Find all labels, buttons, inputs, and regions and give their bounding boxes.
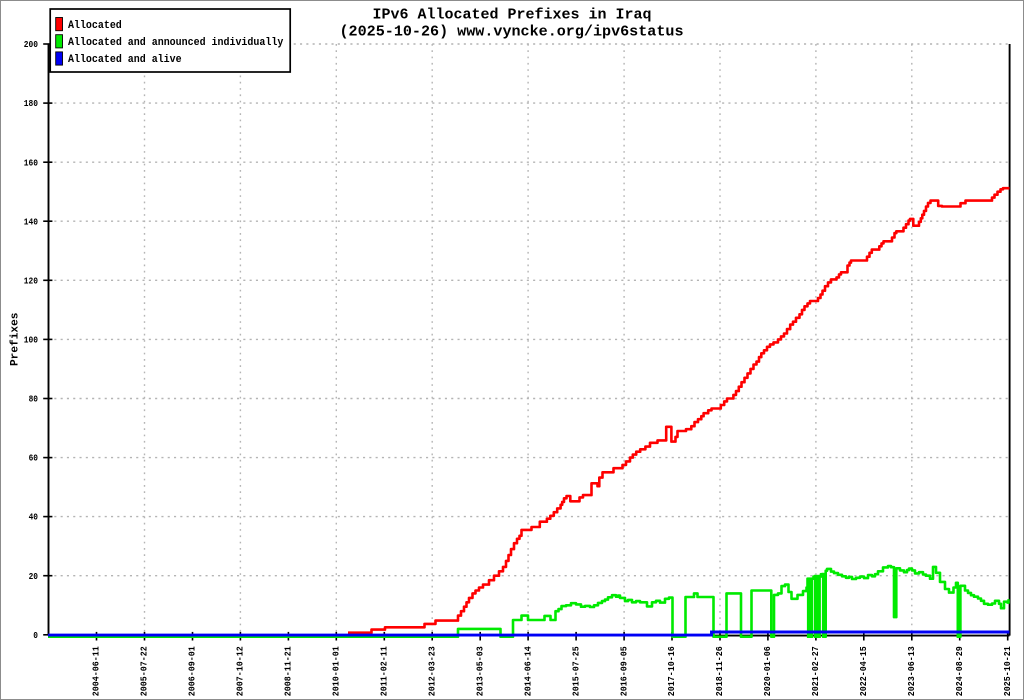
svg-text:200: 200 <box>24 40 38 50</box>
svg-text:2015-07-25: 2015-07-25 <box>571 646 581 696</box>
svg-text:2017-10-16: 2017-10-16 <box>667 646 677 696</box>
svg-text:40: 40 <box>29 513 38 523</box>
svg-text:2021-02-27: 2021-02-27 <box>811 646 821 696</box>
svg-text:2010-01-01: 2010-01-01 <box>332 646 342 696</box>
svg-text:2008-11-21: 2008-11-21 <box>284 646 294 696</box>
svg-text:60: 60 <box>29 454 38 464</box>
svg-text:0: 0 <box>33 631 38 641</box>
svg-text:2020-01-06: 2020-01-06 <box>763 646 773 696</box>
svg-text:2006-09-01: 2006-09-01 <box>188 646 198 696</box>
svg-text:2016-09-05: 2016-09-05 <box>619 646 629 696</box>
svg-text:2023-06-13: 2023-06-13 <box>907 646 917 696</box>
svg-text:Allocated: Allocated <box>68 20 122 32</box>
svg-text:Allocated and announced indivi: Allocated and announced individually <box>68 37 284 49</box>
svg-text:2014-06-14: 2014-06-14 <box>523 646 533 696</box>
svg-text:2005-07-22: 2005-07-22 <box>140 646 150 696</box>
svg-text:120: 120 <box>24 276 38 286</box>
svg-text:140: 140 <box>24 217 38 227</box>
svg-text:2025-10-21: 2025-10-21 <box>1003 646 1013 696</box>
svg-text:20: 20 <box>29 572 38 582</box>
svg-text:IPv6 Allocated Prefixes in Ira: IPv6 Allocated Prefixes in Iraq <box>373 7 652 24</box>
svg-text:(2025-10-26) www.vyncke.org/ip: (2025-10-26) www.vyncke.org/ipv6status <box>340 24 684 41</box>
svg-text:Prefixes: Prefixes <box>9 313 21 367</box>
svg-text:160: 160 <box>24 158 38 168</box>
svg-text:2018-11-26: 2018-11-26 <box>715 646 725 696</box>
svg-text:2022-04-15: 2022-04-15 <box>859 646 869 696</box>
svg-text:80: 80 <box>29 395 38 405</box>
svg-text:2024-08-29: 2024-08-29 <box>955 646 965 696</box>
svg-text:Allocated and alive: Allocated and alive <box>68 54 182 66</box>
svg-text:2004-06-11: 2004-06-11 <box>92 646 102 696</box>
svg-text:2012-03-23: 2012-03-23 <box>427 646 437 696</box>
svg-text:2013-05-03: 2013-05-03 <box>475 646 485 696</box>
svg-text:2007-10-12: 2007-10-12 <box>236 646 246 696</box>
svg-text:180: 180 <box>24 99 38 109</box>
svg-text:2011-02-11: 2011-02-11 <box>380 646 390 696</box>
svg-text:100: 100 <box>24 336 38 346</box>
